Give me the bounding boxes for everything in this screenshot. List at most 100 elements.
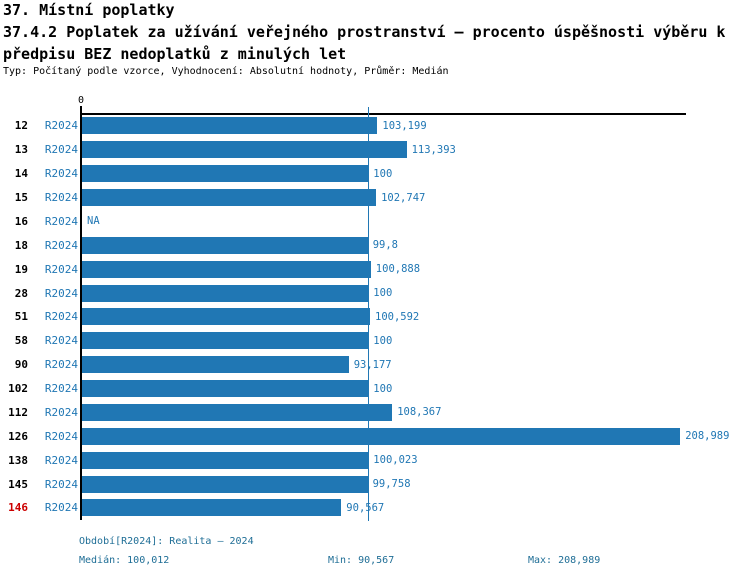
chart-meta-info: Typ: Počítaný podle vzorce, Vyhodnocení:…	[3, 66, 449, 77]
bar-track: 100	[82, 162, 392, 186]
period-label: R2024	[44, 477, 78, 491]
chart-rows: 12 R2024 103,199 13 R2024 113,393 14 R2024 100 15…	[0, 114, 750, 520]
chart-row: 102 R2024 100	[0, 377, 750, 401]
period-label: R2024	[44, 167, 78, 181]
category-label: 138	[8, 453, 28, 467]
value-label: 100	[373, 287, 393, 300]
chart-row: 28 R2024 100	[0, 281, 750, 305]
period-label: R2024	[44, 501, 78, 515]
x-axis-tick-mark	[80, 106, 82, 114]
bar-track: 100,592	[82, 305, 419, 329]
period-label: R2024	[44, 429, 78, 443]
period-label: R2024	[44, 310, 78, 324]
period-label: R2024	[44, 191, 78, 205]
value-bar	[82, 141, 407, 159]
category-label: 126	[8, 429, 28, 443]
period-label: R2024	[44, 358, 78, 372]
value-label: 100,023	[373, 454, 418, 467]
value-label: 100	[373, 334, 393, 347]
chart-row: 138 R2024 100,023	[0, 448, 750, 472]
period-label: R2024	[44, 262, 78, 276]
chart-row: 112 R2024 108,367	[0, 401, 750, 425]
bar-track: 100,888	[82, 257, 420, 281]
category-label: 28	[14, 286, 28, 300]
chart-row: 16 R2024 NA	[0, 210, 750, 234]
bar-track: 90,567	[82, 496, 384, 520]
value-label: 102,747	[381, 191, 426, 204]
category-label: 14	[14, 167, 28, 181]
category-label: 145	[8, 477, 28, 491]
category-label: 12	[14, 119, 28, 133]
footer-median-stat: Medián: 100,012	[79, 555, 170, 566]
period-label: R2024	[44, 214, 78, 228]
period-label: R2024	[44, 405, 78, 419]
value-bar	[82, 236, 368, 254]
period-label: R2024	[44, 119, 78, 133]
period-label: R2024	[44, 286, 78, 300]
bar-track: 108,367	[82, 401, 441, 425]
value-label: 108,367	[397, 406, 442, 419]
value-bar	[82, 332, 369, 350]
period-label: R2024	[44, 382, 78, 396]
value-bar	[82, 356, 349, 374]
value-bar	[82, 260, 371, 278]
bar-track: 100	[82, 329, 392, 353]
value-bar	[82, 451, 369, 469]
category-label: 112	[8, 405, 28, 419]
value-label: 99,758	[372, 478, 411, 491]
category-label: 58	[14, 334, 28, 348]
category-label: 13	[14, 143, 28, 157]
value-bar	[82, 403, 393, 421]
footer-period-text: Období[R2024]: Realita – 2024	[79, 536, 254, 547]
period-label: R2024	[44, 143, 78, 157]
chart-row: 58 R2024 100	[0, 329, 750, 353]
bar-track: 99,758	[82, 472, 411, 496]
value-label: NA	[87, 215, 100, 228]
chart-row: 51 R2024 100,592	[0, 305, 750, 329]
value-bar	[82, 284, 369, 302]
value-label: 100	[373, 382, 393, 395]
value-label: 99,8	[372, 239, 398, 252]
chart-row: 15 R2024 102,747	[0, 186, 750, 210]
category-label: 51	[14, 310, 28, 324]
chart-row: 13 R2024 113,393	[0, 138, 750, 162]
bar-track: 99,8	[82, 233, 398, 257]
value-label: 103,199	[382, 119, 427, 132]
value-label: 208,989	[685, 430, 730, 443]
value-bar	[82, 499, 342, 517]
page-title: 37. Místní poplatky	[3, 1, 175, 19]
chart-row: 145 R2024 99,758	[0, 472, 750, 496]
footer-max-stat: Max: 208,989	[528, 555, 601, 566]
chart-row: 18 R2024 99,8	[0, 233, 750, 257]
bar-track: NA	[82, 210, 100, 234]
category-label: 15	[14, 191, 28, 205]
category-label: 18	[14, 238, 28, 252]
category-label: 16	[14, 214, 28, 228]
chart-row: 126 R2024 208,989	[0, 424, 750, 448]
value-label: 90,567	[346, 501, 385, 514]
category-label: 102	[8, 382, 28, 396]
value-bar	[82, 427, 681, 445]
value-label: 100,592	[375, 310, 420, 323]
period-label: R2024	[44, 334, 78, 348]
chart-row: 19 R2024 100,888	[0, 257, 750, 281]
bar-track: 93,177	[82, 353, 392, 377]
y-axis-line	[80, 113, 82, 520]
value-bar	[82, 308, 370, 326]
value-label: 93,177	[353, 358, 392, 371]
chart-subtitle-line2: předpisu BEZ nedoplatků z minulých let	[3, 45, 347, 63]
value-bar	[82, 475, 368, 493]
bar-track: 102,747	[82, 186, 425, 210]
chart-row: 146 R2024 90,567	[0, 496, 750, 520]
value-label: 100,888	[375, 263, 421, 276]
footer-min-stat: Min: 90,567	[328, 555, 395, 566]
value-label: 113,393	[411, 143, 456, 156]
chart-row: 14 R2024 100	[0, 162, 750, 186]
x-axis-zero-tick-label: 0	[77, 95, 85, 106]
bar-track: 113,393	[82, 138, 456, 162]
bar-track: 100	[82, 281, 392, 305]
chart-row: 90 R2024 93,177	[0, 353, 750, 377]
bar-track: 100	[82, 377, 392, 401]
value-label: 100	[373, 167, 393, 180]
